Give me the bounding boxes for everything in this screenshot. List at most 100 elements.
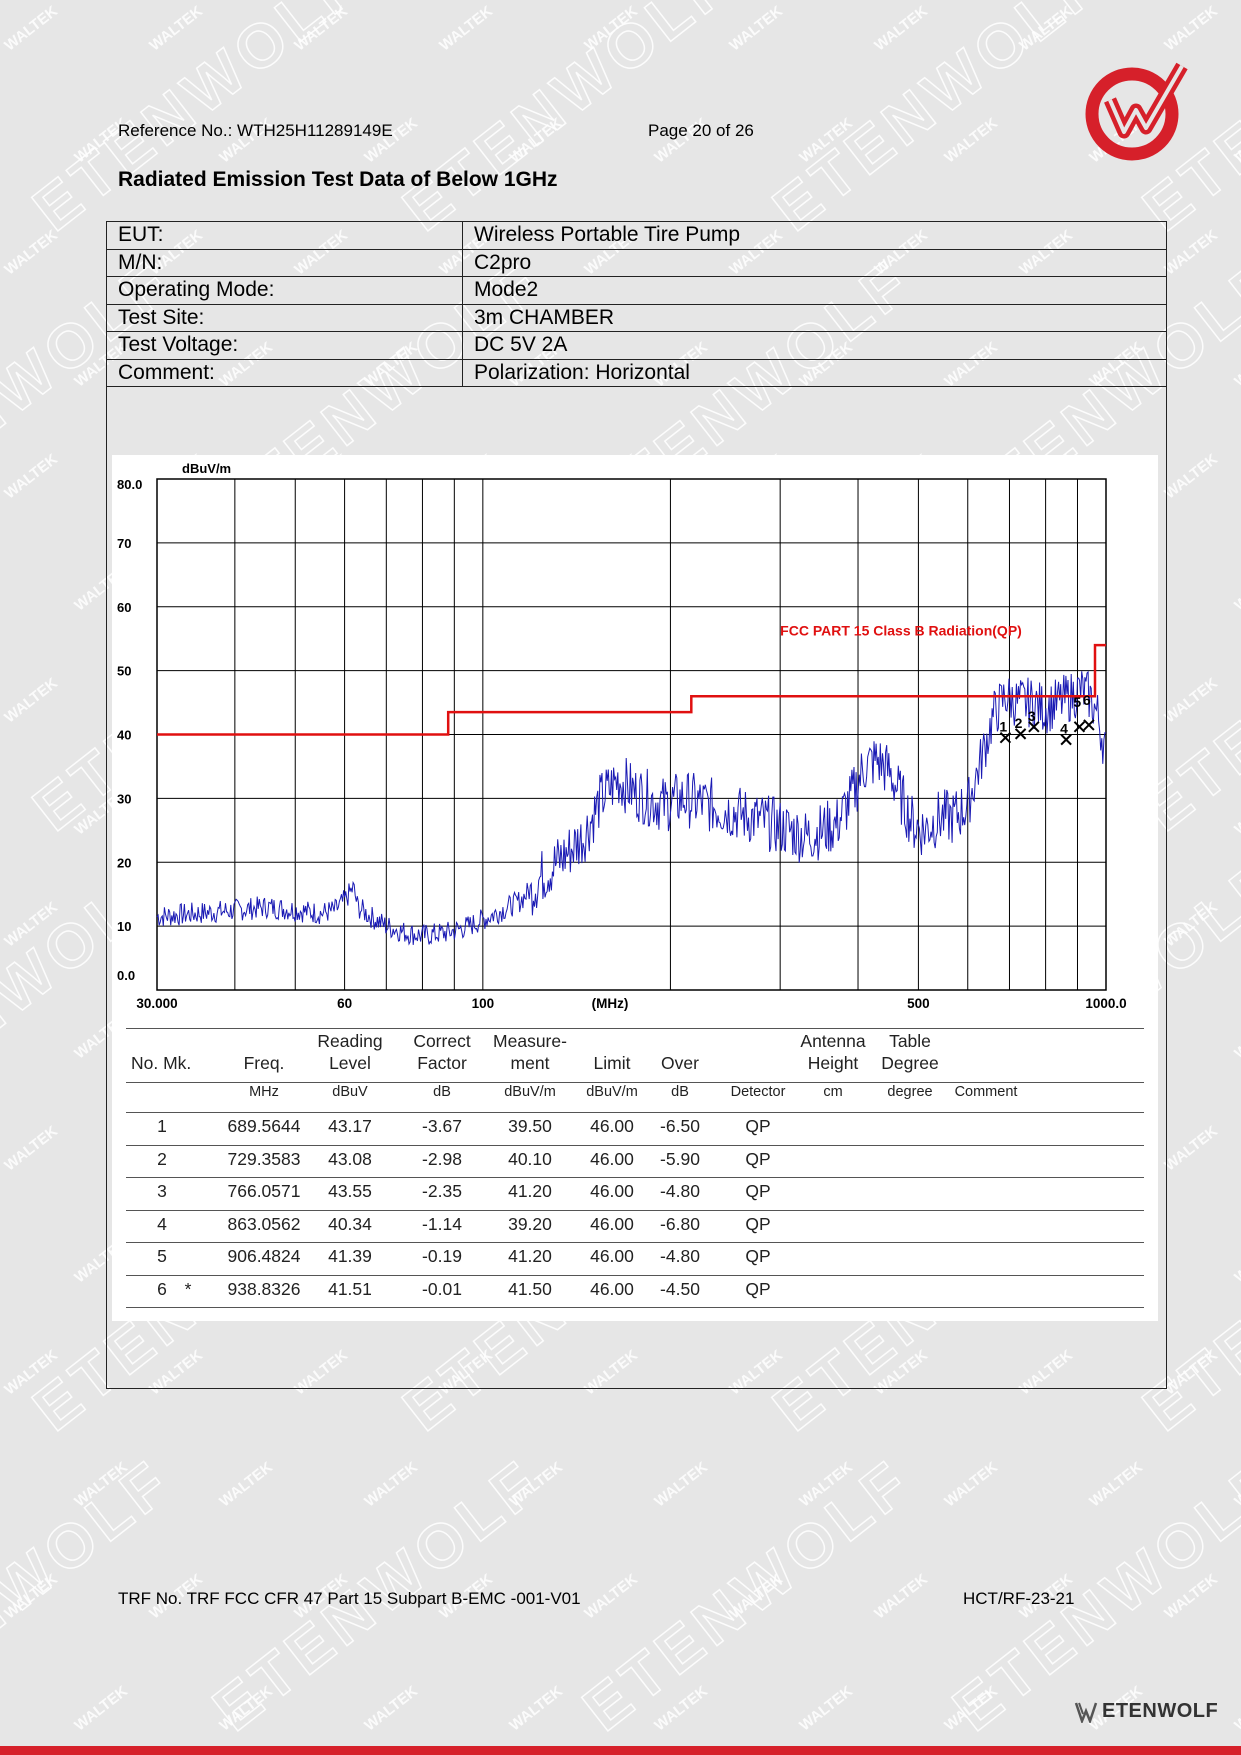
cell-over: -4.80 bbox=[660, 1181, 700, 1201]
column-header-top: Antenna bbox=[800, 1031, 866, 1051]
info-label: Test Voltage: bbox=[106, 331, 463, 360]
cell-freq: 766.0571 bbox=[227, 1181, 301, 1201]
column-unit: cm bbox=[823, 1084, 843, 1100]
limit-line-label: FCC PART 15 Class B Radiation(QP) bbox=[780, 622, 1022, 638]
page-title: Radiated Emission Test Data of Below 1GH… bbox=[118, 168, 558, 191]
cell-correct: -2.35 bbox=[422, 1181, 462, 1201]
cell-reading: 43.17 bbox=[328, 1116, 372, 1136]
watermark-text: WALTEK bbox=[1, 2, 61, 55]
company-logo-icon bbox=[1085, 62, 1188, 161]
watermark-text: WALTEK bbox=[1, 674, 61, 727]
row-number: 1 bbox=[157, 1116, 167, 1136]
row-number: 2 bbox=[157, 1148, 167, 1169]
y-tick-label: 50 bbox=[117, 664, 131, 679]
y-tick-label: 10 bbox=[117, 919, 131, 934]
y-tick-label: 30 bbox=[117, 791, 131, 806]
marker-label: 5 bbox=[1073, 694, 1081, 710]
watermark-text: WALTEK bbox=[1231, 338, 1241, 391]
trf-number: TRF No. TRF FCC CFR 47 Part 15 Subpart B… bbox=[118, 1589, 581, 1608]
cell-limit: 46.00 bbox=[590, 1213, 634, 1234]
info-row: Comment: Polarization: Horizontal bbox=[106, 358, 1167, 387]
cell-over: -4.80 bbox=[660, 1246, 700, 1266]
watermark-text: WALTEK bbox=[216, 1682, 276, 1735]
watermark-text: WALTEK bbox=[1161, 450, 1221, 503]
cell-correct: -2.98 bbox=[422, 1148, 462, 1169]
cell-measure: 40.10 bbox=[508, 1148, 552, 1169]
watermark-text: WALTEK bbox=[506, 114, 566, 167]
info-value: Mode2 bbox=[462, 276, 1167, 305]
watermark-text: WALTEK bbox=[1, 450, 61, 503]
watermark-text: WALTEK bbox=[361, 1458, 421, 1511]
cell-correct: -0.19 bbox=[422, 1246, 462, 1266]
info-value: DC 5V 2A bbox=[462, 331, 1167, 360]
column-header-top: Reading bbox=[317, 1031, 383, 1051]
marker-x bbox=[1028, 721, 1040, 733]
cell-over: -4.50 bbox=[660, 1278, 700, 1299]
table-rule bbox=[126, 1242, 1144, 1243]
y-tick-label: 80.0 bbox=[117, 477, 142, 492]
row-number: 3 bbox=[157, 1181, 167, 1201]
cell-freq: 863.0562 bbox=[227, 1213, 301, 1234]
column-header: Degree bbox=[881, 1053, 939, 1073]
watermark-text: WALTEK bbox=[726, 2, 786, 55]
cell-correct: -1.14 bbox=[422, 1213, 462, 1234]
table-rule bbox=[126, 1112, 1144, 1113]
table-rule bbox=[126, 1274, 1144, 1276]
watermark-text: WALTEK bbox=[581, 2, 641, 55]
cell-reading: 43.55 bbox=[328, 1181, 372, 1201]
watermark-text: WALTEK bbox=[1161, 1122, 1221, 1175]
table-rule bbox=[126, 1177, 1144, 1178]
cell-limit: 46.00 bbox=[590, 1246, 634, 1266]
watermark-text: WALTEK bbox=[941, 1682, 1001, 1735]
table-rule bbox=[126, 1144, 1144, 1146]
column-unit: dB bbox=[433, 1084, 451, 1100]
table-rule bbox=[126, 1209, 1144, 1211]
limit-line bbox=[157, 643, 1106, 736]
table-rule bbox=[126, 1082, 1144, 1083]
emission-chart: 80.0 70 60 50 40 30 20 10 0.0 dBuV/m 30.000 60 100 50… bbox=[117, 461, 1127, 1011]
info-label: M/N: bbox=[106, 248, 463, 277]
watermark-text: WALTEK bbox=[506, 1458, 566, 1511]
brand-name: ETENWOLF bbox=[1102, 1700, 1219, 1722]
column-header: ment bbox=[510, 1053, 550, 1073]
info-value: Polarization: Horizontal bbox=[462, 358, 1167, 387]
watermark-text: WALTEK bbox=[581, 1570, 641, 1623]
watermark-logo-text: ETENWOLF bbox=[570, 1446, 926, 1746]
column-header: Over bbox=[661, 1053, 699, 1073]
watermark-text: WALTEK bbox=[1161, 226, 1221, 279]
cell-detector: QP bbox=[745, 1116, 771, 1136]
cell-over: -6.50 bbox=[660, 1116, 700, 1136]
cell-freq: 906.4824 bbox=[227, 1246, 301, 1266]
cell-limit: 46.00 bbox=[590, 1278, 634, 1299]
info-row: EUT: Wireless Portable Tire Pump bbox=[106, 221, 1167, 250]
bottom-accent-bar bbox=[0, 1746, 1241, 1755]
marker-x bbox=[1014, 728, 1027, 740]
watermark-text: WALTEK bbox=[1161, 2, 1221, 55]
watermark-text: WALTEK bbox=[1, 1346, 61, 1399]
cell-detector: QP bbox=[745, 1278, 771, 1299]
watermark-text: WALTEK bbox=[871, 1570, 931, 1623]
watermark-text: WALTEK bbox=[1161, 1346, 1221, 1399]
watermark-text: WALTEK bbox=[1231, 1458, 1241, 1511]
watermark-text: WALTEK bbox=[146, 2, 206, 55]
row-mark: * bbox=[184, 1278, 192, 1299]
watermark-logo-text: ETENWOLF bbox=[0, 546, 6, 846]
cell-reading: 41.51 bbox=[328, 1278, 372, 1299]
cell-detector: QP bbox=[745, 1213, 771, 1234]
info-value: Wireless Portable Tire Pump bbox=[462, 221, 1167, 250]
watermark-text: WALTEK bbox=[796, 114, 856, 167]
table-rule bbox=[126, 1307, 1144, 1308]
info-label: Test Site: bbox=[106, 303, 463, 332]
cell-correct: -3.67 bbox=[422, 1116, 462, 1136]
x-tick-label: 1000.0 bbox=[1085, 996, 1126, 1011]
x-tick-label: 60 bbox=[337, 996, 352, 1011]
document-code: HCT/RF-23-21 bbox=[963, 1589, 1075, 1608]
marker-label: 2 bbox=[1015, 715, 1023, 731]
y-tick-label: 40 bbox=[117, 728, 131, 743]
column-unit: Comment bbox=[954, 1084, 1018, 1100]
y-tick-label: 60 bbox=[117, 600, 131, 615]
watermark-text: WALTEK bbox=[1231, 562, 1241, 615]
watermark-text: WALTEK bbox=[1, 226, 61, 279]
x-tick-label: 100 bbox=[472, 996, 495, 1011]
cell-measure: 41.50 bbox=[508, 1278, 552, 1299]
